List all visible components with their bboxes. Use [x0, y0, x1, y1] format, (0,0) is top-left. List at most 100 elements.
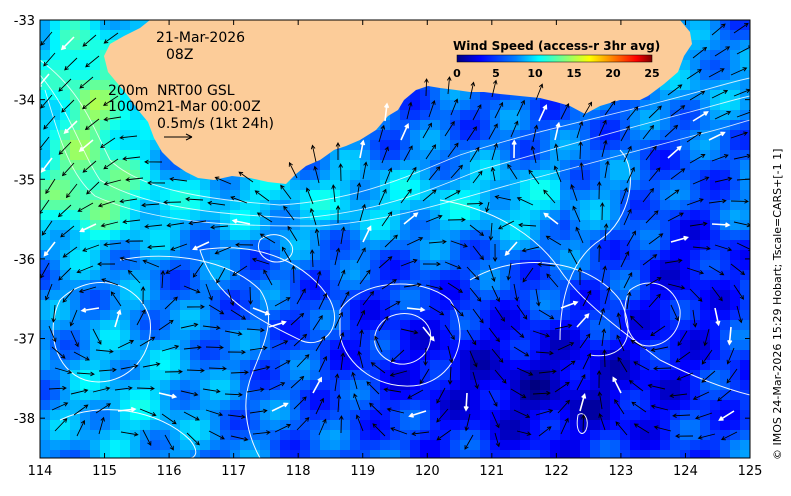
field-cell: [160, 260, 171, 271]
field-cell: [390, 400, 401, 411]
field-cell: [420, 190, 431, 201]
field-cell: [550, 170, 561, 181]
field-cell: [450, 300, 461, 311]
field-cell: [610, 300, 621, 311]
field-cell: [570, 330, 581, 341]
field-cell: [260, 210, 271, 221]
field-cell: [720, 110, 731, 121]
field-cell: [410, 160, 421, 171]
field-cell: [660, 80, 671, 91]
field-cell: [640, 430, 651, 441]
field-cell: [80, 80, 91, 91]
current-arrow: [291, 265, 296, 284]
field-cell: [310, 440, 321, 451]
field-cell: [150, 240, 161, 251]
field-cell: [290, 430, 301, 441]
field-cell: [100, 110, 111, 121]
field-cell: [600, 150, 611, 161]
field-cell: [730, 110, 741, 121]
field-cell: [700, 190, 711, 201]
field-cell: [400, 290, 411, 301]
field-cell: [680, 190, 691, 201]
field-cell: [550, 370, 561, 381]
field-cell: [660, 270, 671, 281]
field-cell: [80, 200, 91, 211]
field-cell: [480, 270, 491, 281]
field-cell: [120, 190, 131, 201]
field-cell: [490, 410, 501, 421]
current-arrow: [530, 145, 537, 164]
field-cell: [110, 370, 121, 381]
field-cell: [460, 280, 471, 291]
field-cell: [700, 160, 711, 171]
field-cell: [700, 400, 711, 411]
field-cell: [50, 50, 61, 61]
field-cell: [90, 450, 101, 458]
field-cell: [110, 280, 121, 291]
field-cell: [140, 270, 151, 281]
field-cell: [690, 440, 701, 451]
current-arrow: [147, 180, 166, 186]
field-cell: [310, 270, 321, 281]
field-cell: [60, 330, 71, 341]
field-cell: [240, 450, 251, 458]
field-cell: [610, 390, 621, 401]
field-cell: [310, 410, 321, 421]
field-cell: [560, 110, 571, 121]
current-arrow: [340, 226, 346, 245]
field-cell: [580, 250, 591, 261]
field-cell: [650, 170, 661, 181]
field-cell: [90, 370, 101, 381]
contour-line: [40, 74, 750, 219]
field-cell: [120, 200, 131, 211]
field-cell: [500, 340, 511, 351]
field-cell: [330, 450, 341, 458]
field-cell: [120, 340, 131, 351]
field-cell: [590, 370, 601, 381]
current-arrow: [675, 351, 691, 363]
field-cell: [530, 450, 541, 458]
field-cell: [330, 280, 341, 291]
field-cell: [100, 320, 111, 331]
field-cell: [630, 240, 641, 251]
field-cell: [740, 50, 750, 61]
field-cell: [450, 230, 461, 241]
field-cell: [700, 210, 711, 221]
field-cell: [90, 200, 101, 211]
field-cell: [40, 440, 51, 451]
field-cell: [390, 170, 401, 181]
field-cell: [130, 310, 141, 321]
field-cell: [400, 370, 411, 381]
field-cell: [610, 200, 621, 211]
field-cell: [320, 280, 331, 291]
field-cell: [470, 400, 481, 411]
field-cell: [570, 210, 581, 221]
field-cell: [260, 370, 271, 381]
field-cell: [50, 320, 61, 331]
field-cell: [160, 270, 171, 281]
current-arrow: [77, 202, 94, 212]
field-cell: [240, 270, 251, 281]
current-arrow: [355, 414, 364, 432]
field-cell: [220, 220, 231, 231]
current-arrow: [488, 123, 498, 140]
field-cell: [470, 430, 481, 441]
field-cell: [690, 170, 701, 181]
field-cell: [380, 200, 391, 211]
field-cell: [360, 190, 371, 201]
current-arrow: [510, 388, 527, 399]
field-cell: [450, 280, 461, 291]
field-cell: [510, 290, 521, 301]
current-arrow: [61, 162, 75, 177]
field-cell: [630, 450, 641, 458]
field-cell: [250, 400, 261, 411]
field-cell: [680, 200, 691, 211]
field-cell: [70, 340, 81, 351]
y-tick-label: -33: [14, 14, 35, 29]
field-cell: [430, 380, 441, 391]
field-cell: [470, 200, 481, 211]
field-cell: [660, 280, 671, 291]
field-cell: [430, 400, 441, 411]
current-arrow: [648, 233, 664, 245]
field-cell: [630, 260, 641, 271]
